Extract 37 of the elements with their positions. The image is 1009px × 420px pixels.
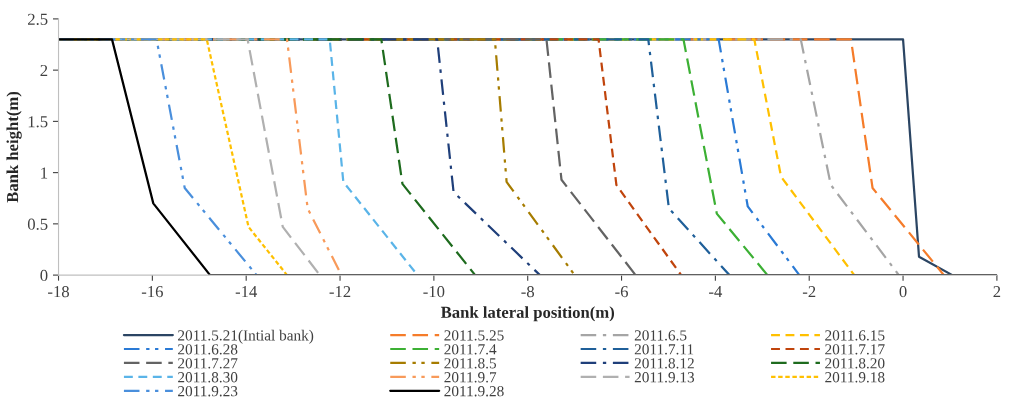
y-tick-label: 2	[40, 64, 48, 76]
legend-label: 2011.6.5	[634, 330, 687, 341]
x-tick-label: -16	[141, 286, 163, 298]
legend-label: 2011.9.13	[634, 372, 695, 383]
legend-label: 2011.7.4	[444, 344, 497, 355]
y-tick-label: 2.5	[28, 13, 48, 25]
x-tick-label: -8	[521, 286, 535, 298]
y-tick-label: 1.5	[28, 116, 48, 128]
legend-label: 2011.5.25	[444, 330, 504, 341]
x-tick-label: -6	[615, 286, 628, 298]
x-tick-label: -14	[235, 286, 258, 298]
x-tick-label: -2	[802, 286, 816, 298]
x-tick-label: -12	[329, 286, 351, 298]
legend-label: 2011.8.12	[634, 358, 694, 369]
x-tick-label: -4	[709, 286, 723, 298]
legend-label: 2011.7.27	[178, 358, 238, 369]
x-tick-label: -18	[48, 286, 69, 298]
legend-label: 2011.9.7	[444, 372, 497, 383]
legend-label: 2011.9.23	[178, 386, 238, 397]
legend-label: 2011.8.20	[825, 358, 885, 369]
legend-label: 2011.9.28	[444, 386, 504, 397]
legend-label: 2011.8.30	[178, 372, 238, 383]
y-tick-label: 0.5	[27, 218, 48, 230]
x-tick-label: -10	[423, 286, 445, 298]
x-axis-title: Bank lateral position(m)	[440, 306, 615, 322]
x-tick-label: 0	[899, 286, 907, 298]
legend-label: 2011.9.18	[825, 372, 885, 383]
legend-label: 2011.8.5	[444, 358, 497, 369]
x-tick-label: 2	[993, 286, 1001, 298]
legend-label: 2011.6.28	[178, 344, 238, 355]
legend-label: 2011.7.17	[825, 344, 885, 355]
y-tick-label: 0	[40, 269, 48, 282]
y-tick-label: 1	[41, 167, 48, 179]
legend-label: 2011.7.11	[634, 344, 694, 355]
legend-label: 2011.5.21(Intial bank)	[178, 329, 314, 344]
y-axis-title: Bank height(m)	[6, 91, 22, 203]
legend-label: 2011.6.15	[825, 330, 885, 341]
